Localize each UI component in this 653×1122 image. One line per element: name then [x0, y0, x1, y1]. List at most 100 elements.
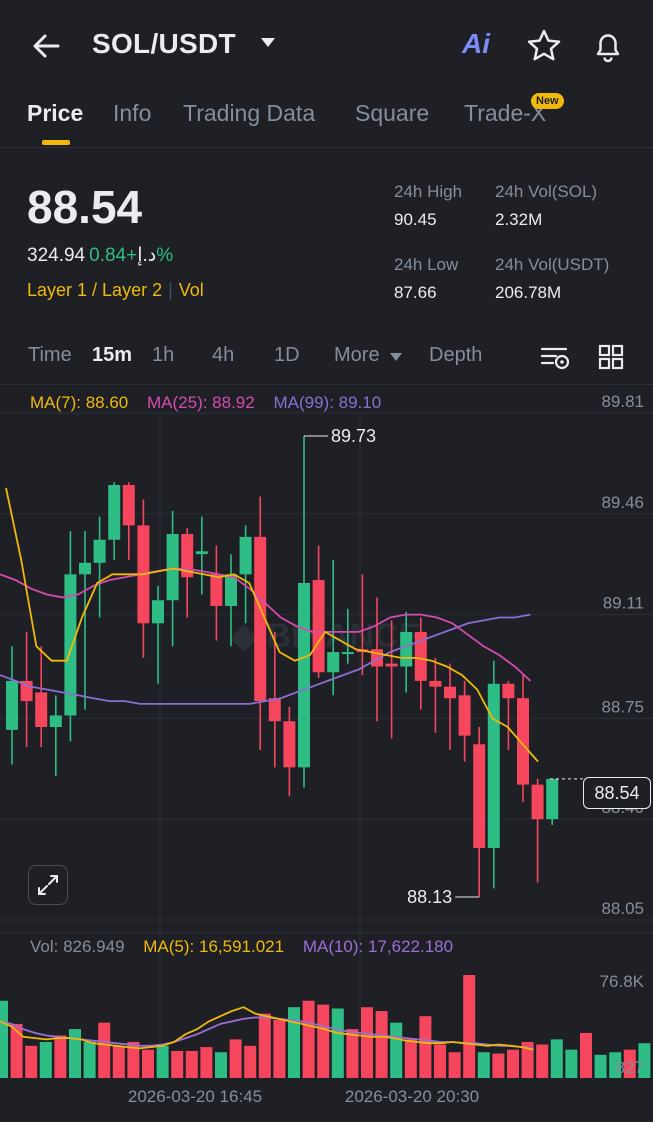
- volume-bar: [623, 1049, 636, 1078]
- price-axis-label: 88.75: [601, 697, 644, 716]
- candle-body: [341, 652, 354, 655]
- back-arrow-icon[interactable]: [28, 28, 64, 64]
- stat-low-value: 87.66: [394, 283, 437, 302]
- volume-bar: [448, 1052, 461, 1078]
- candle-body: [487, 683, 500, 848]
- interval-bar: Time 15m 1h 4h 1D More Depth: [0, 336, 653, 380]
- candle-body: [166, 533, 179, 601]
- legend-vol: Vol: 826.949: [30, 937, 125, 956]
- legend-ma25: MA(25): 88.92: [147, 393, 255, 412]
- volume-bar: [185, 1050, 198, 1078]
- interval-1d[interactable]: 1D: [274, 344, 300, 366]
- volume-bar: [609, 1052, 622, 1078]
- bell-icon[interactable]: [590, 28, 626, 69]
- volume-bar: [390, 1022, 403, 1078]
- tab-square[interactable]: Square: [355, 100, 430, 126]
- price-axis-label: 88.05: [601, 899, 644, 918]
- interval-1h[interactable]: 1h: [152, 344, 175, 366]
- interval-4h[interactable]: 4h: [212, 344, 235, 366]
- candle-body: [122, 485, 135, 526]
- tag-layer[interactable]: Layer 1 / Layer 2: [27, 280, 163, 300]
- candle-body: [502, 683, 515, 699]
- candle-body: [414, 631, 427, 681]
- volume-bar: [507, 1049, 519, 1078]
- expand-chart-button[interactable]: [28, 865, 68, 905]
- candle-body: [181, 533, 194, 578]
- last-price: 88.54: [27, 181, 143, 233]
- candle-body: [517, 698, 529, 785]
- volume-bar: [346, 1029, 359, 1078]
- more-caret-icon[interactable]: [389, 352, 403, 362]
- caret-down-icon[interactable]: [260, 36, 276, 54]
- volume-bar: [302, 1000, 315, 1078]
- volume-bar: [419, 1016, 432, 1078]
- volume-bar: [565, 1049, 578, 1078]
- candle-body: [64, 574, 77, 716]
- interval-depth[interactable]: Depth: [429, 344, 483, 366]
- volume-bar: [229, 1039, 242, 1078]
- interval-15m[interactable]: 15m: [92, 344, 133, 366]
- time-axis-label: 2026-03-20 20:30: [345, 1087, 479, 1106]
- interval-time[interactable]: Time: [28, 344, 72, 366]
- stat-low-label: 24h Low: [394, 255, 459, 274]
- current-price-tag: 88.54: [583, 777, 651, 809]
- stat-vol-usdt-value: 206.78M: [495, 283, 562, 302]
- candle-body: [108, 485, 121, 540]
- tag-vol[interactable]: Vol: [178, 280, 204, 300]
- volume-bar: [83, 1041, 96, 1078]
- volume-bar: [112, 1045, 125, 1078]
- volume-bar: [638, 1043, 651, 1078]
- tab-price[interactable]: Price: [27, 100, 84, 126]
- candle-body: [312, 580, 325, 673]
- ma-legend: MA(7): 88.60 MA(25): 88.92 MA(99): 89.10: [30, 393, 395, 413]
- indicator-settings-icon[interactable]: [540, 344, 570, 372]
- pair-title[interactable]: SOL/USDT: [92, 28, 236, 59]
- tab-trading-data[interactable]: Trading Data: [183, 100, 316, 126]
- volume-bar: [331, 1008, 344, 1078]
- candle-body: [225, 574, 237, 607]
- volume-bar: [273, 1020, 286, 1078]
- volume-axis-label: 827: [616, 1058, 644, 1077]
- candle-body: [429, 680, 442, 687]
- volume-bar: [594, 1054, 607, 1078]
- candle-body: [49, 715, 62, 727]
- price-axis-label: 89.81: [601, 392, 644, 411]
- candle-body: [93, 539, 106, 563]
- grid-layout-icon[interactable]: [598, 344, 624, 370]
- volume-bar: [200, 1047, 213, 1078]
- candle-body: [298, 582, 310, 768]
- new-badge: New: [531, 93, 564, 109]
- candle-body: [20, 680, 33, 702]
- volume-bar: [244, 1045, 257, 1078]
- volume-legend: Vol: 826.949 MA(5): 16,591.021 MA(10): 1…: [30, 937, 467, 957]
- volume-bar: [477, 1052, 490, 1078]
- stat-vol-sol-label: 24h Vol(SOL): [495, 182, 598, 201]
- interval-more[interactable]: More: [334, 344, 380, 366]
- candle-body: [210, 574, 223, 607]
- active-tab-indicator: [42, 140, 70, 145]
- legend-vol-ma10: MA(10): 17,622.180: [302, 937, 454, 956]
- candle-body: [531, 784, 544, 820]
- volume-bar: [361, 1007, 373, 1078]
- ma25-line: [0, 567, 532, 682]
- volume-bar: [580, 1032, 592, 1078]
- expand-icon: [38, 875, 58, 895]
- candle-body: [473, 744, 486, 848]
- price-sub: 324.94د.إ+0.84%: [27, 244, 173, 267]
- candle-body: [152, 600, 164, 624]
- candle-body: [239, 536, 252, 575]
- price-change: +0.84%: [89, 245, 174, 266]
- tags: Layer 1 / Layer 2 | Vol: [27, 280, 204, 301]
- volume-bar: [463, 975, 476, 1078]
- star-icon[interactable]: [526, 28, 562, 69]
- tag-separator: |: [168, 280, 173, 300]
- volume-bar: [375, 1011, 388, 1078]
- ai-assistant-button[interactable]: Ai: [462, 28, 490, 59]
- volume-bar: [98, 1022, 111, 1078]
- candle-body: [35, 692, 48, 727]
- ma7-line: [5, 487, 539, 763]
- tab-info[interactable]: Info: [113, 100, 152, 126]
- volume-bar: [258, 1013, 271, 1078]
